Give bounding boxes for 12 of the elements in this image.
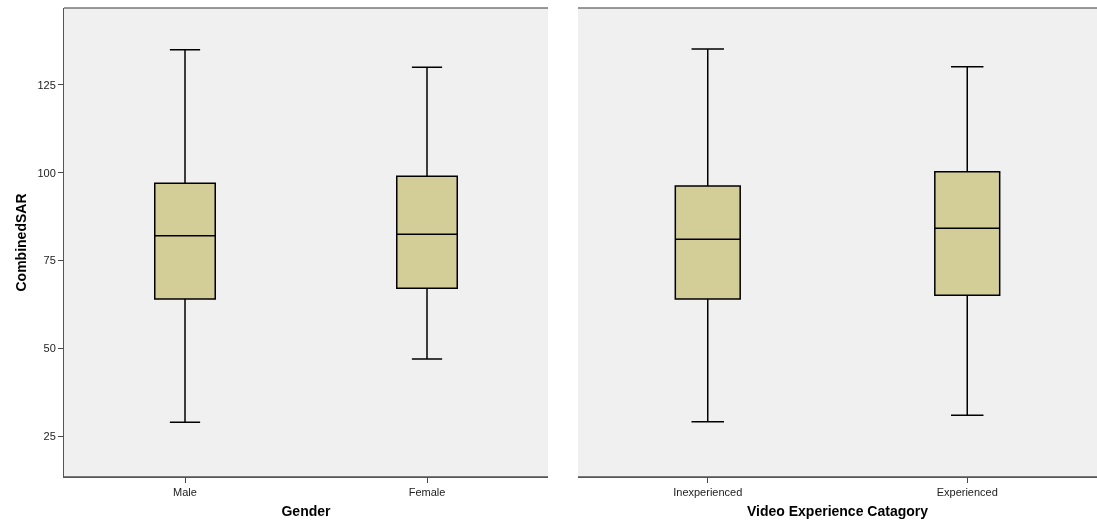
y-tick-label: 25 [43, 430, 56, 443]
y-tick-label: 125 [37, 78, 56, 91]
x-tick-label: Male [173, 486, 197, 499]
y-tick-label: 75 [43, 254, 56, 267]
x-tick-label: Inexperienced [673, 486, 743, 499]
y-tick-label: 100 [37, 166, 56, 179]
x-axis-title: Gender [281, 502, 332, 519]
y-axis-title: CombinedSAR [13, 193, 29, 292]
x-tick-label: Experienced [936, 486, 998, 499]
y-tick-label: 50 [43, 342, 56, 355]
x-tick-label: Female [408, 486, 446, 499]
x-axis-title: Video Experience Catagory [746, 502, 929, 519]
